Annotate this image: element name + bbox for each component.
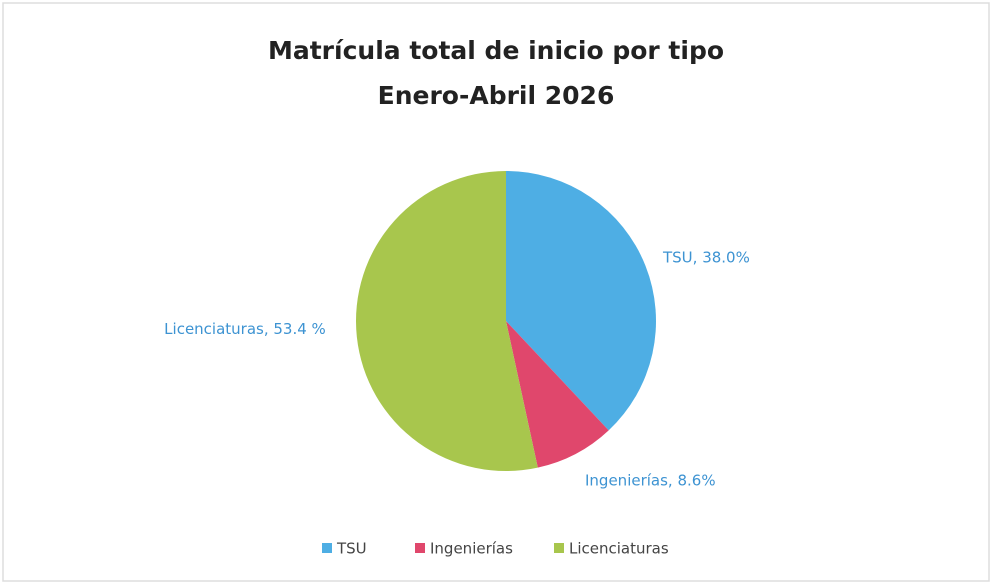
data-label: TSU, 38.0% <box>662 249 750 267</box>
data-label: Ingenierías, 8.6% <box>585 472 716 490</box>
legend-swatch <box>415 543 425 553</box>
legend-label: Licenciaturas <box>569 540 669 558</box>
pie-slice <box>506 321 609 468</box>
legend-swatch <box>554 543 564 553</box>
pie-slice <box>356 171 538 471</box>
chart-title: Matrícula total de inicio por tipo <box>268 36 724 65</box>
legend-swatch <box>322 543 332 553</box>
pie-slice <box>506 171 656 431</box>
data-label: Licenciaturas, 53.4 % <box>164 320 326 338</box>
chart-subtitle: Enero-Abril 2026 <box>378 81 615 110</box>
legend-label: TSU <box>336 540 367 558</box>
legend-label: Ingenierías <box>430 540 513 558</box>
